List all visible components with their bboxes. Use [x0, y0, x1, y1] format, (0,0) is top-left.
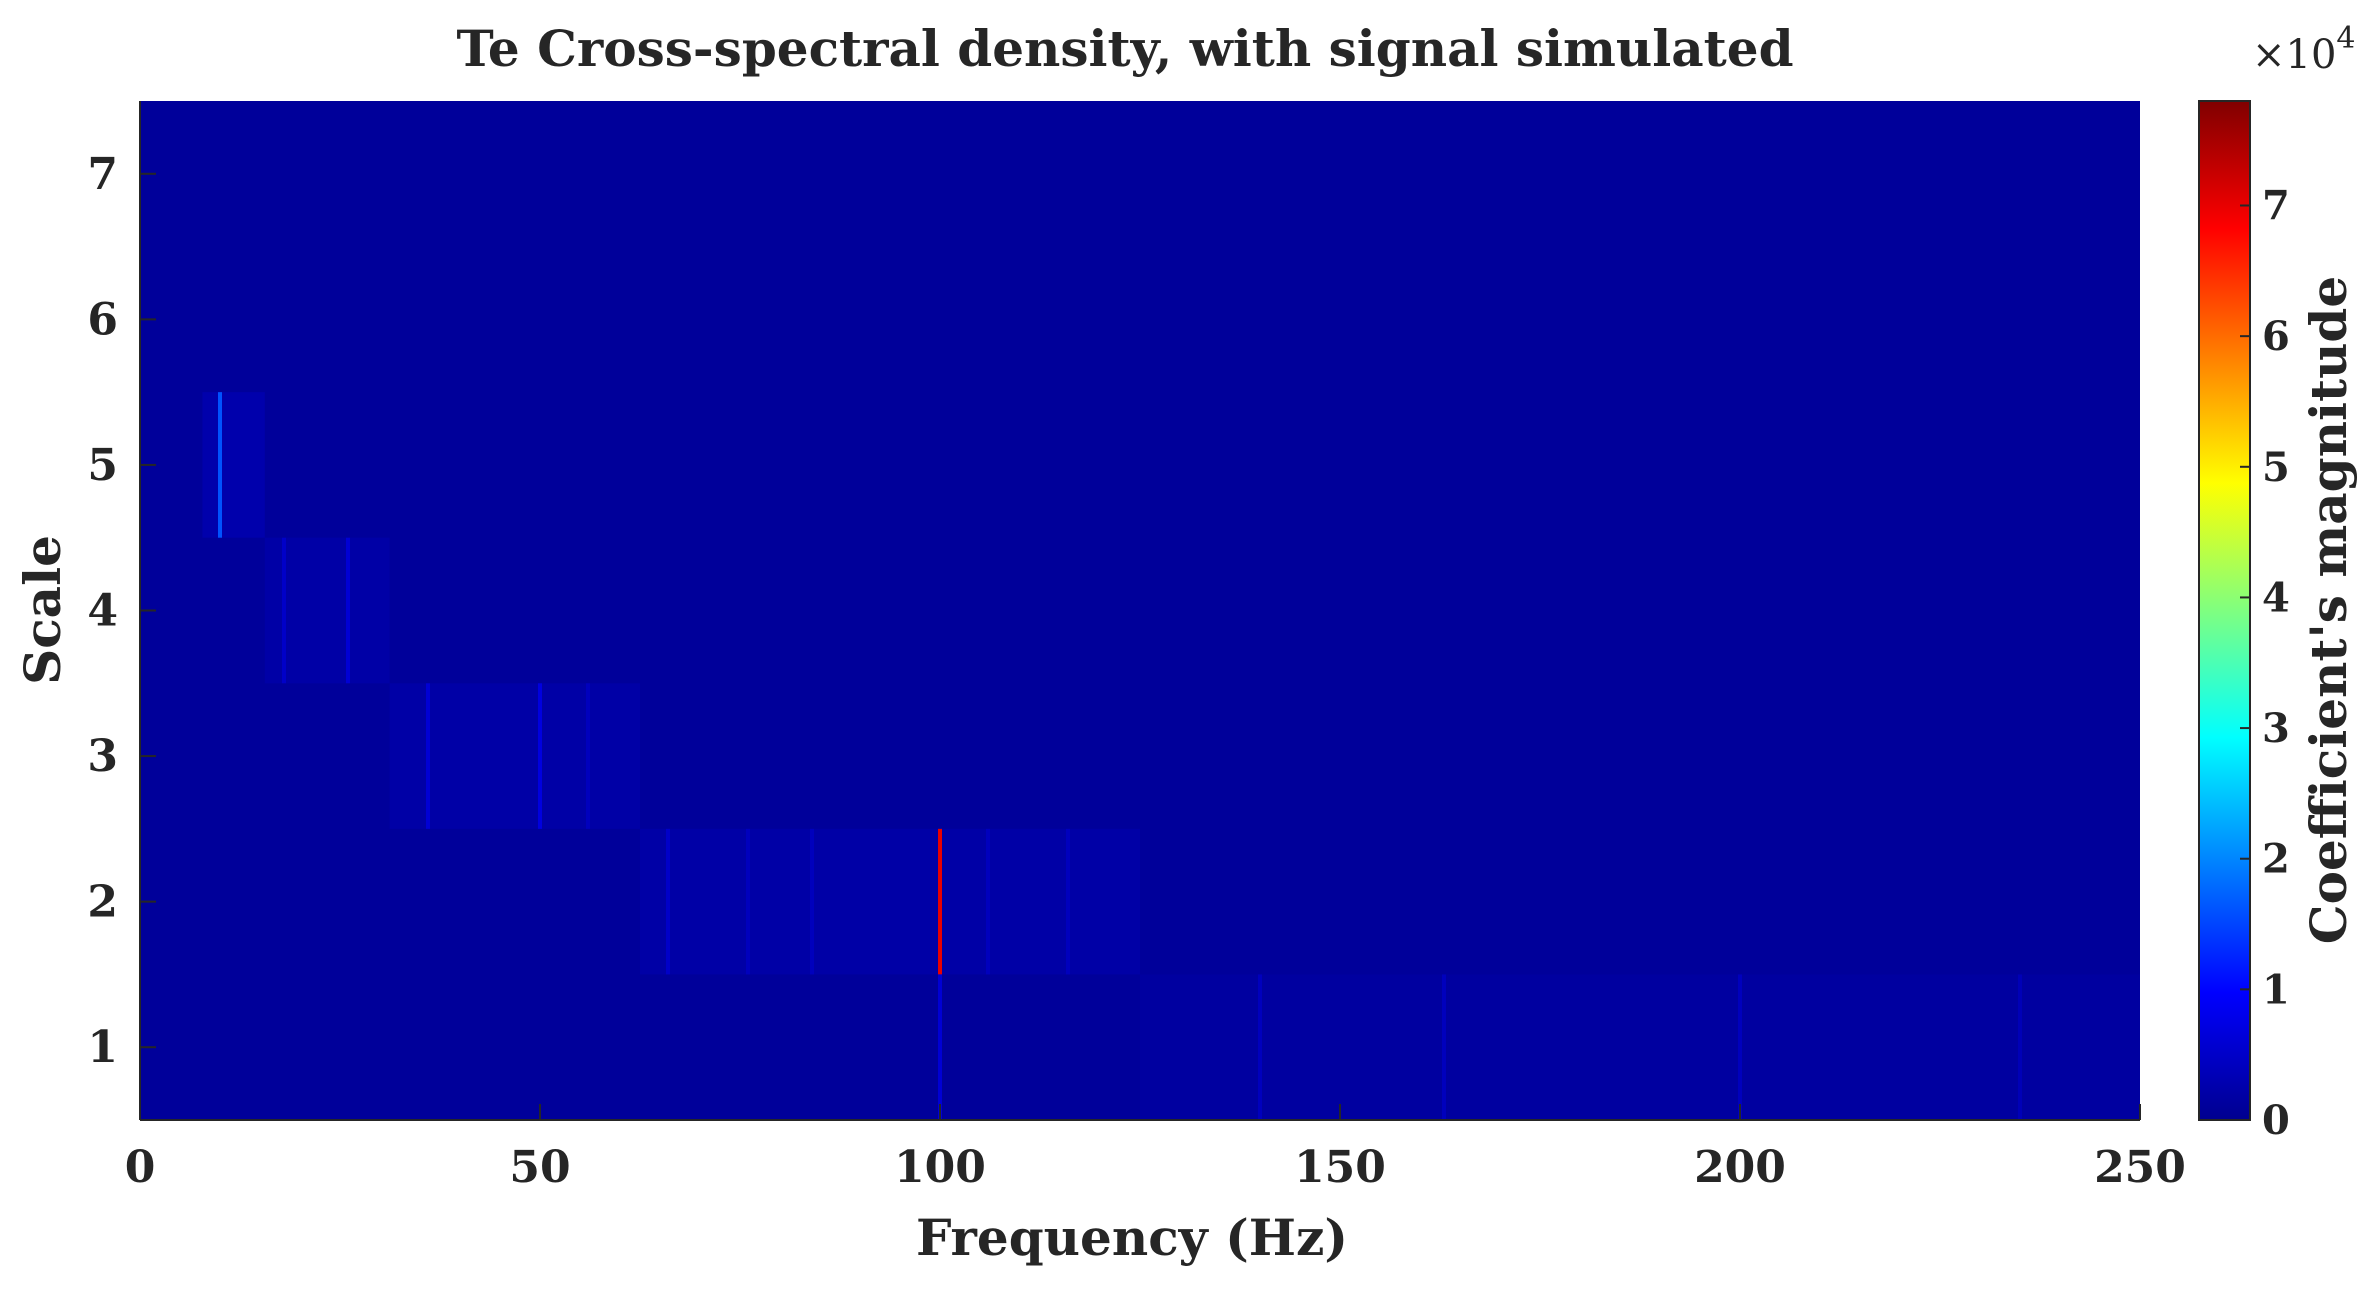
colorbar-tick-label: 5 [2262, 444, 2290, 491]
colorbar-tick-label: 2 [2262, 836, 2290, 883]
colorbar-exponent: 4 [2336, 21, 2355, 56]
y-tick-label: 5 [87, 440, 118, 491]
chart-title: Te Cross-spectral density, with signal s… [456, 19, 1793, 78]
heatmap-peak [938, 828, 942, 975]
y-tick-label: 3 [87, 731, 118, 782]
colorbar-tick-label: 7 [2262, 183, 2290, 230]
heatmap-band-scale-3 [389, 683, 640, 829]
x-tick-label: 0 [125, 1142, 156, 1193]
heatmap-band-scale-5 [202, 392, 265, 538]
x-axis: 0 50 100 150 200 250 [125, 1104, 2186, 1193]
y-tick-label: 1 [87, 1022, 118, 1073]
heatmap-peak [666, 828, 670, 975]
plot-area [139, 101, 2140, 1121]
heatmap-peak [538, 683, 542, 829]
y-tick-label: 6 [87, 294, 118, 345]
colorbar-tick-label: 6 [2262, 313, 2290, 360]
colorbar-multiplier-base: ×10 [2252, 32, 2336, 78]
heatmap-peak [218, 392, 222, 538]
heatmap-peak [938, 974, 942, 1120]
heatmap-peak [810, 828, 814, 975]
heatmap-band-scale-2 [640, 828, 1140, 975]
y-tick-label: 4 [87, 586, 118, 637]
x-tick-label: 50 [509, 1142, 570, 1193]
heatmap-peak [1066, 828, 1070, 975]
x-tick-label: 200 [1694, 1142, 1786, 1193]
colorbar-gradient [2198, 100, 2251, 1121]
heatmap-peak [426, 683, 430, 829]
x-tick-label: 250 [2094, 1142, 2186, 1193]
colorbar-ticks: 0 1 2 3 4 5 6 7 [2240, 183, 2290, 1144]
heatmap-peak [746, 828, 750, 975]
y-axis: 1 2 3 4 5 6 7 [87, 149, 156, 1073]
y-axis-label: Scale [13, 535, 72, 685]
x-tick-label: 150 [1294, 1142, 1386, 1193]
colorbar-tick-label: 3 [2262, 705, 2290, 752]
colorbar-tick-label: 4 [2262, 574, 2290, 621]
x-axis-label: Frequency (Hz) [916, 1208, 1348, 1267]
heatmap-peak [1258, 974, 1262, 1120]
heatmap-peak [346, 537, 350, 684]
heatmap-peak [1738, 974, 1742, 1120]
y-tick-label: 7 [87, 149, 118, 200]
heatmap-peak [986, 828, 990, 975]
colorbar-tick-label: 1 [2262, 966, 2290, 1013]
heatmap-peak [586, 683, 590, 829]
heatmap-band-scale-1 [1140, 974, 2140, 1120]
x-tick-label: 100 [894, 1142, 986, 1193]
heatmap-peak [282, 537, 286, 684]
colorbar-multiplier: ×104 [2252, 21, 2356, 78]
y-tick-label: 2 [87, 877, 118, 928]
heatmap-peak [2018, 974, 2022, 1120]
colorbar-tick-label: 0 [2262, 1097, 2290, 1144]
colorbar-label: Coefficient's magnitude [2299, 276, 2358, 944]
heatmap-peak [1442, 974, 1446, 1120]
